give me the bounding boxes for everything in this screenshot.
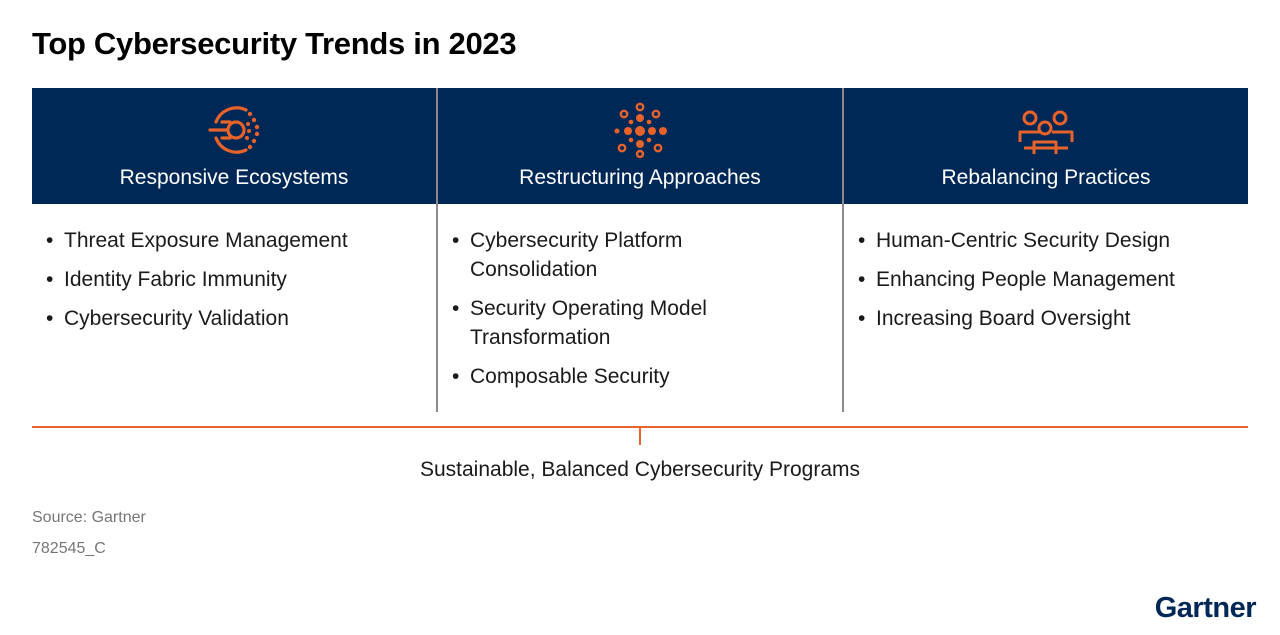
radar-target-icon	[208, 106, 260, 154]
document-id: 782545_C	[32, 540, 106, 557]
gartner-logo: Gartner	[1154, 592, 1257, 624]
people-group-icon	[1018, 110, 1074, 154]
network-dots-icon	[614, 102, 667, 158]
column-rebalancing-practices: Rebalancing Practices Human-Centric Secu…	[842, 88, 1248, 412]
list-item: Increasing Board Oversight	[858, 304, 1248, 333]
list-item: Security Operating Model Transformation	[452, 294, 770, 352]
column-header: Restructuring Approaches	[438, 88, 842, 204]
trend-columns: Responsive Ecosystems Threat Exposure Ma…	[32, 88, 1248, 412]
column-header: Rebalancing Practices	[844, 88, 1248, 204]
column-restructuring-approaches: Restructuring Approaches Cybersecurity P…	[436, 88, 842, 412]
column-body: Human-Centric Security Design Enhancing …	[844, 204, 1248, 343]
source-note: Source: Gartner	[32, 509, 146, 526]
column-title: Restructuring Approaches	[519, 166, 761, 189]
page-title: Top Cybersecurity Trends in 2023	[32, 26, 517, 61]
list-item: Human-Centric Security Design	[858, 226, 1248, 255]
list-item: Identity Fabric Immunity	[46, 265, 436, 294]
column-title: Responsive Ecosystems	[119, 166, 349, 189]
column-body: Cybersecurity Platform Consolidation Sec…	[438, 204, 842, 401]
list-item: Threat Exposure Management	[46, 226, 436, 255]
list-item: Enhancing People Management	[858, 265, 1248, 294]
divider-tick	[639, 427, 641, 445]
list-item: Cybersecurity Platform Consolidation	[452, 226, 730, 284]
list-item: Composable Security	[452, 362, 842, 391]
column-title: Rebalancing Practices	[941, 166, 1151, 189]
list-item: Cybersecurity Validation	[46, 304, 436, 333]
footer-label: Sustainable, Balanced Cybersecurity Prog…	[419, 458, 861, 481]
column-responsive-ecosystems: Responsive Ecosystems Threat Exposure Ma…	[32, 88, 436, 412]
column-body: Threat Exposure Management Identity Fabr…	[32, 204, 436, 343]
column-header: Responsive Ecosystems	[32, 88, 436, 204]
